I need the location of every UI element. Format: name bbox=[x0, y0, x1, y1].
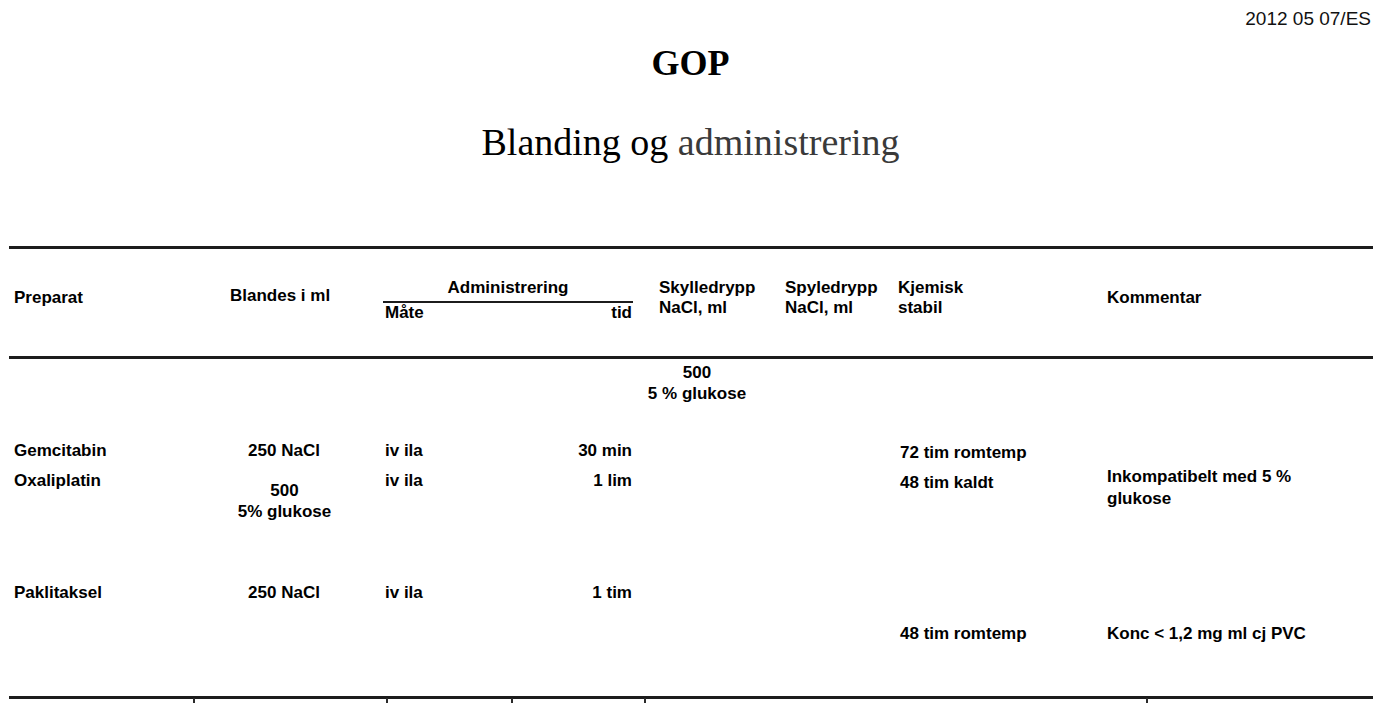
skylledrypp-line2: NaCl, ml bbox=[659, 298, 755, 318]
document-page: 2012 05 07/ES GOP Blanding og administre… bbox=[0, 0, 1381, 712]
row-gemcitabin-mate: iv ila bbox=[385, 441, 423, 461]
table-grid-tick bbox=[386, 698, 388, 703]
table-bottom-rule bbox=[9, 696, 1373, 699]
table-grid-tick bbox=[1146, 698, 1148, 703]
spyledrypp-line2: NaCl, ml bbox=[785, 298, 878, 318]
row-paklitaksel-mate: iv ila bbox=[385, 583, 423, 603]
kjemisk-line1: Kjemisk bbox=[898, 278, 963, 298]
row-oxaliplatin-tid: 1 lim bbox=[500, 471, 632, 491]
row-oxaliplatin-mate: iv ila bbox=[385, 471, 423, 491]
row-stability-kommentar: Konc < 1,2 mg ml cj PVC bbox=[1107, 624, 1306, 644]
column-header-blandes: Blandes i ml bbox=[230, 286, 330, 306]
table-grid-tick bbox=[644, 698, 646, 703]
skylledrypp-value-line1: 500 bbox=[622, 362, 772, 383]
row-gemcitabin-blandes: 250 NaCl bbox=[228, 441, 340, 461]
oxaliplatin-blandes-line2: 5% glukose bbox=[222, 501, 347, 522]
document-date: 2012 05 07/ES bbox=[1245, 8, 1371, 30]
column-header-administrering: Administrering bbox=[383, 278, 633, 298]
skylledrypp-value-line2: 5 % glukose bbox=[622, 383, 772, 404]
row-stability-kjemisk: 48 tim romtemp bbox=[900, 624, 1027, 644]
document-title: GOP bbox=[0, 42, 1381, 84]
row-gemcitabin-preparat: Gemcitabin bbox=[14, 441, 107, 461]
skylledrypp-line1: Skylledrypp bbox=[659, 278, 755, 298]
row-paklitaksel-tid: 1 tim bbox=[500, 583, 632, 603]
table-grid-tick bbox=[193, 698, 195, 703]
column-header-preparat: Preparat bbox=[14, 288, 83, 308]
row-oxaliplatin-kommentar: Inkompatibelt med 5 % glukose bbox=[1107, 466, 1357, 510]
table-grid-tick bbox=[511, 698, 513, 703]
skylledrypp-default-value: 500 5 % glukose bbox=[622, 362, 772, 404]
document-subtitle: Blanding og administrering bbox=[0, 120, 1381, 164]
row-oxaliplatin-kjemisk: 48 tim kaldt bbox=[900, 473, 994, 493]
column-header-mate: Måte bbox=[385, 303, 424, 323]
row-paklitaksel-blandes: 250 NaCl bbox=[228, 583, 340, 603]
subtitle-part2: administrering bbox=[678, 121, 900, 163]
row-oxaliplatin-preparat: Oxaliplatin bbox=[14, 471, 101, 491]
table-header-rule bbox=[9, 356, 1373, 359]
spyledrypp-line1: Spyledrypp bbox=[785, 278, 878, 298]
oxaliplatin-blandes-line1: 500 bbox=[222, 480, 347, 501]
column-header-skylledrypp: Skylledrypp NaCl, ml bbox=[659, 278, 755, 318]
table-top-rule bbox=[9, 246, 1373, 249]
column-header-spyledrypp: Spyledrypp NaCl, ml bbox=[785, 278, 878, 318]
row-gemcitabin-tid: 30 min bbox=[500, 441, 632, 461]
row-oxaliplatin-blandes: 500 5% glukose bbox=[222, 480, 347, 522]
row-paklitaksel-preparat: Paklitaksel bbox=[14, 583, 102, 603]
row-gemcitabin-kjemisk: 72 tim romtemp bbox=[900, 443, 1027, 463]
column-header-kjemisk: Kjemisk stabil bbox=[898, 278, 963, 318]
kjemisk-line2: stabil bbox=[898, 298, 963, 318]
subtitle-part1: Blanding og bbox=[482, 121, 678, 163]
column-header-tid: tid bbox=[560, 303, 632, 323]
column-header-kommentar: Kommentar bbox=[1107, 288, 1201, 308]
